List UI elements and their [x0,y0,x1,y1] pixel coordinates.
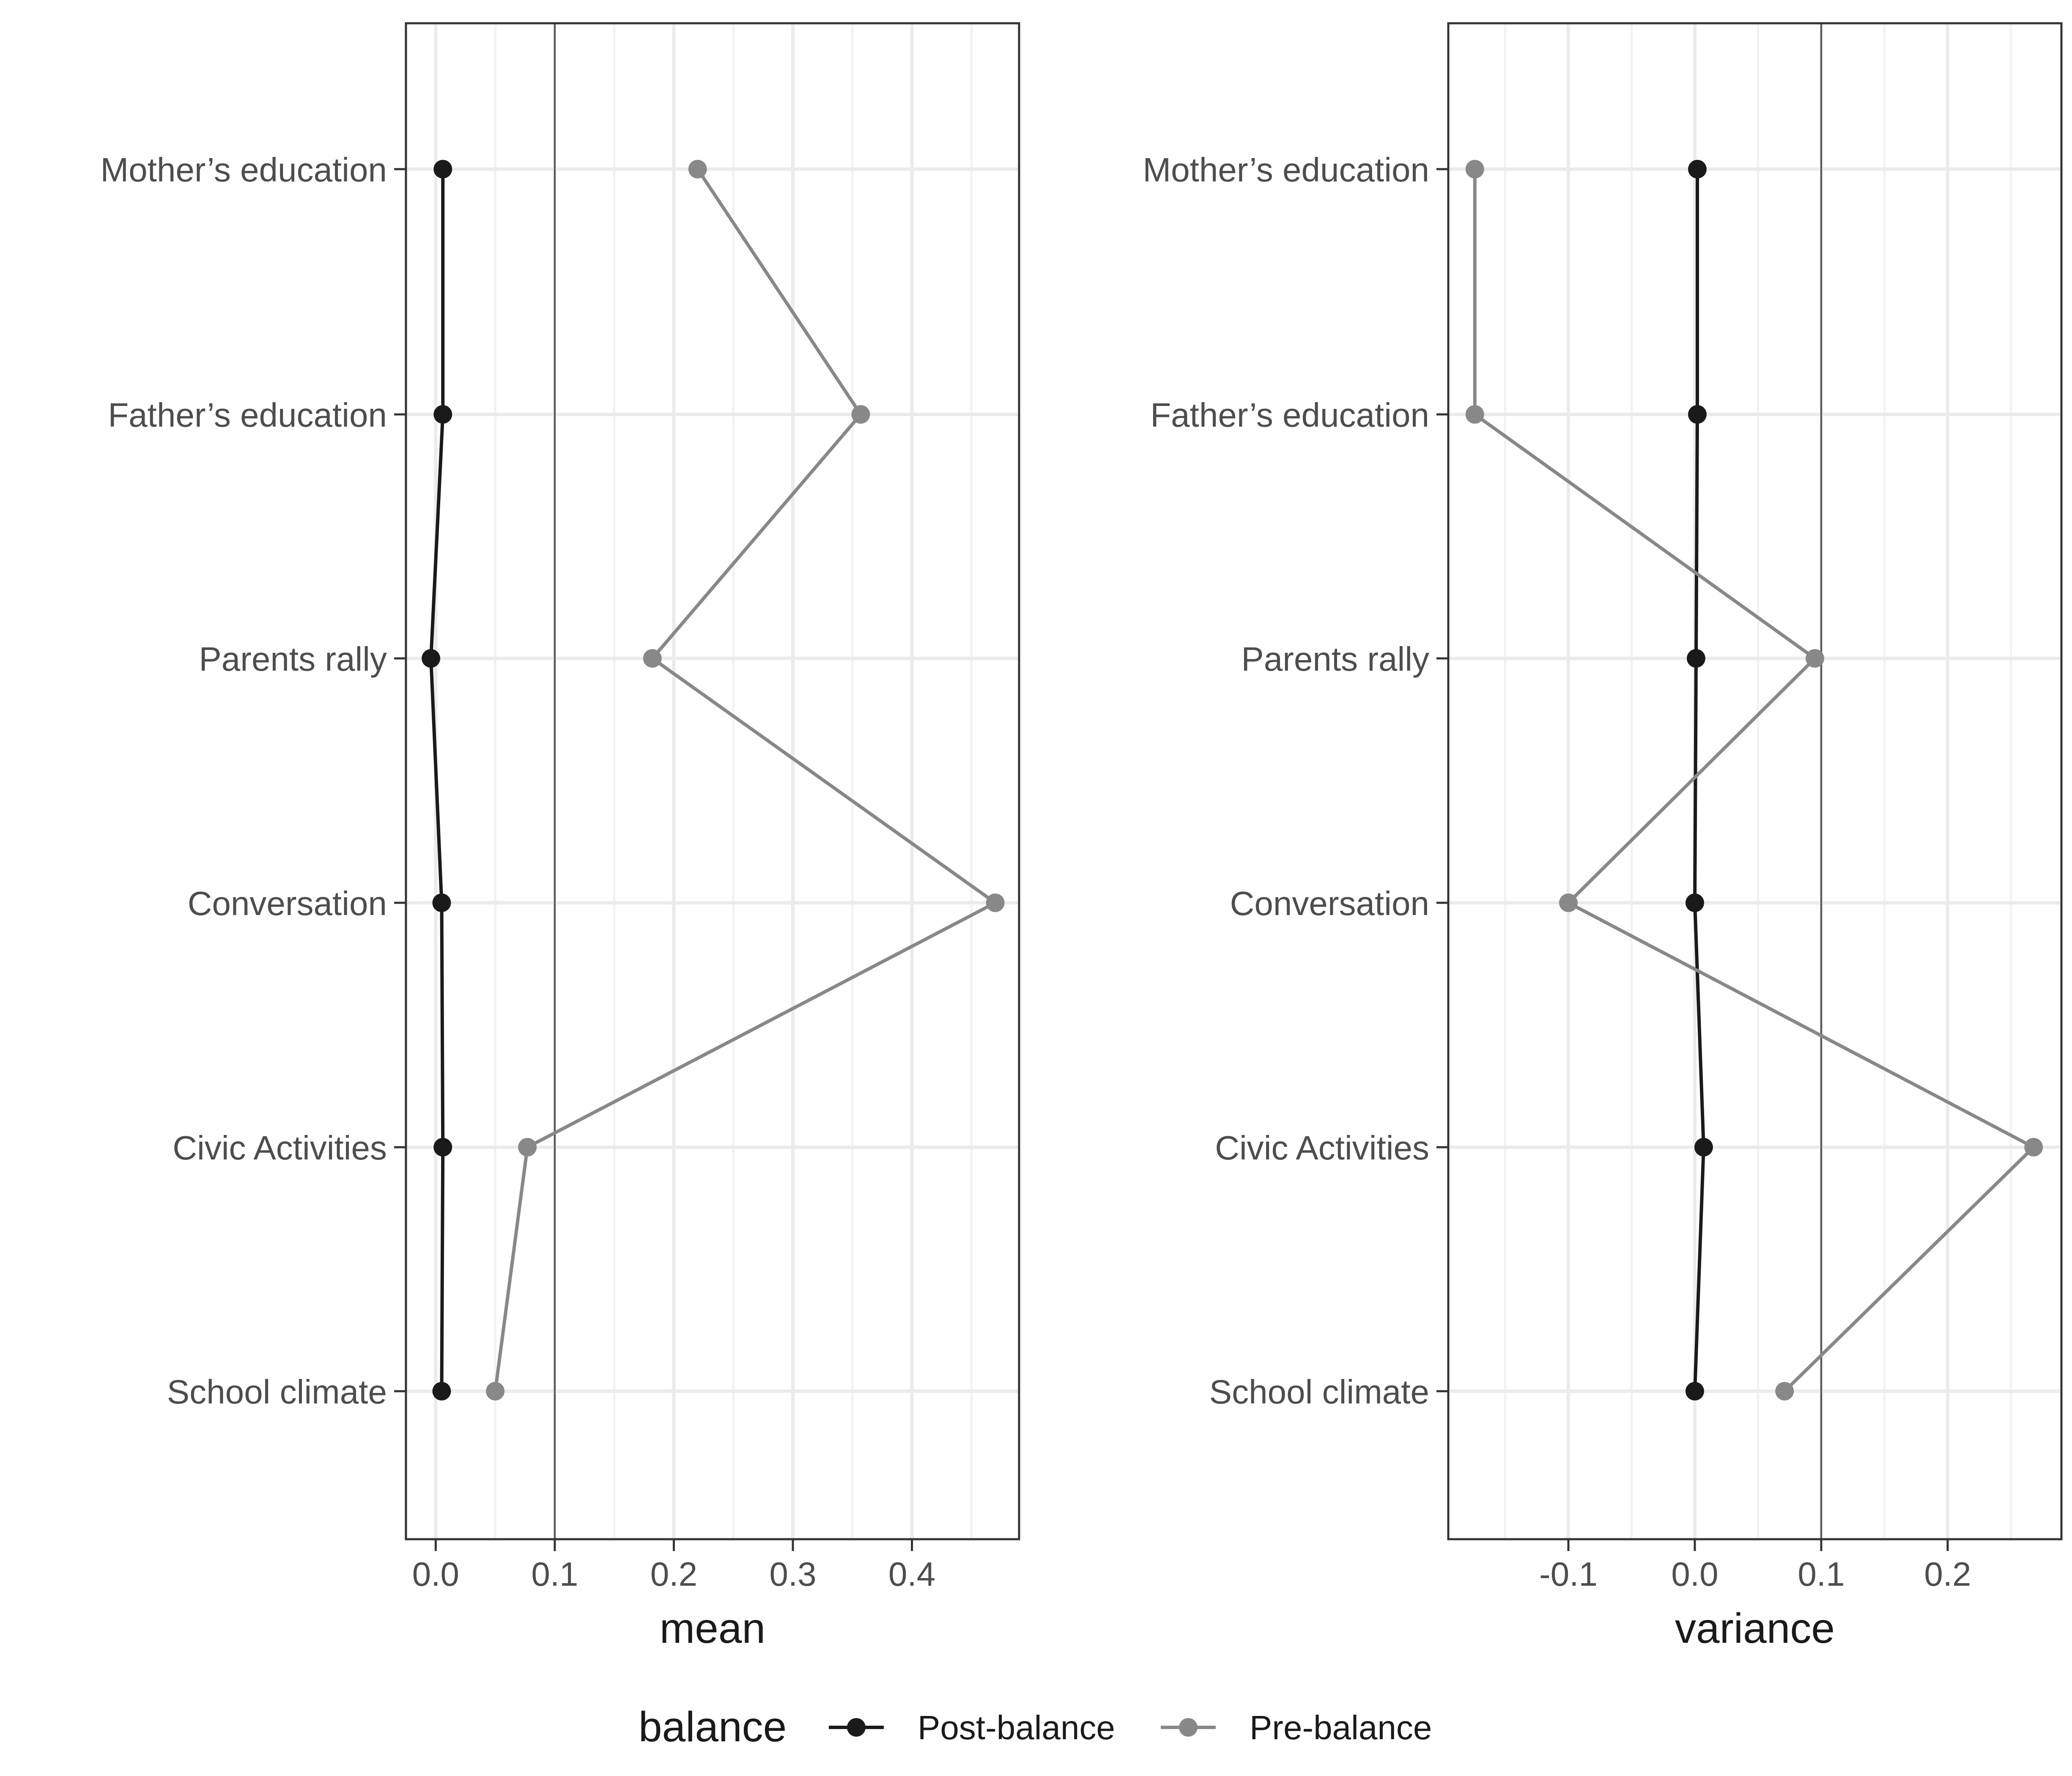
x-tick-label: 0.1 [531,1555,578,1593]
data-point [851,405,870,424]
data-point [688,160,707,178]
data-point [1688,405,1707,424]
data-point [1688,160,1707,178]
data-point [1465,405,1484,424]
panel-border [1447,22,2063,1540]
legend-label: Post-balance [918,1709,1115,1746]
y-tick-label: Parents rally [199,640,387,678]
x-tick-label: 0.2 [1924,1555,1971,1593]
legend-key-point [1179,1718,1198,1737]
data-point [486,1382,505,1401]
data-point [432,1382,451,1401]
y-tick-label: Mother’s education [101,151,387,189]
x-tick-label: -0.1 [1539,1555,1598,1593]
data-point [433,405,452,424]
x-tick-label: 0.0 [412,1555,459,1593]
data-point [1685,893,1704,912]
chart-panels: Mother’s education Father’s education Pare… [101,22,2063,1652]
data-point [2024,1138,2043,1157]
x-axis-title: variance [1675,1605,1835,1652]
data-point [432,893,451,912]
y-tick-label: Father’s education [1150,396,1429,434]
x-tick-label: 0.2 [650,1555,697,1593]
y-tick-label: School climate [167,1373,387,1411]
data-point [643,649,662,668]
data-point [1694,1138,1713,1157]
y-tick-label: Parents rally [1241,640,1429,678]
data-point [1559,893,1578,912]
series-line-post-balance [429,169,445,1392]
panel-1: Mother’s education Father’s education Pare… [101,22,1020,1652]
x-tick-label: 0.4 [888,1555,935,1593]
series-line-pre-balance [1473,169,2036,1392]
panel-background [1448,23,2061,1539]
data-point [1685,1382,1704,1401]
data-point [1775,1382,1794,1401]
y-tick-label: Civic Activities [1215,1129,1429,1167]
y-tick-label: Mother’s education [1143,151,1429,189]
data-point [433,1138,452,1157]
panel-background [406,23,1019,1539]
y-tick-label: Conversation [1230,885,1429,922]
data-point [433,160,452,178]
y-tick-label: Conversation [188,885,387,922]
series-line-pre-balance [493,168,997,1392]
legend-item-pre-balance: Pre-balance [1161,1709,1432,1746]
legend-key-point [847,1718,866,1737]
legend-item-post-balance: Post-balance [829,1709,1115,1746]
panel-border [405,22,1020,1540]
y-tick-label: Father’s education [108,396,387,434]
data-point [422,649,441,668]
data-point [1686,649,1705,668]
panel-2: Mother’s education Father’s education Pare… [1143,22,2063,1652]
y-tick-label: Civic Activities [173,1129,387,1167]
data-point [518,1138,537,1157]
legend: balance Post-balance Pre-balance [639,1703,1432,1751]
data-point [1806,649,1825,668]
legend-title: balance [639,1703,787,1751]
x-axis-title: mean [660,1605,765,1652]
data-point [1465,160,1484,178]
legend-items: Post-balance Pre-balance [829,1709,1432,1746]
x-tick-label: 0.3 [769,1555,816,1593]
series-line-post-balance [1693,169,1705,1392]
x-tick-label: 0.1 [1798,1555,1845,1593]
data-point [986,893,1005,912]
y-tick-label: School climate [1209,1373,1429,1411]
legend-label: Pre-balance [1250,1709,1432,1746]
x-tick-label: 0.0 [1671,1555,1718,1593]
